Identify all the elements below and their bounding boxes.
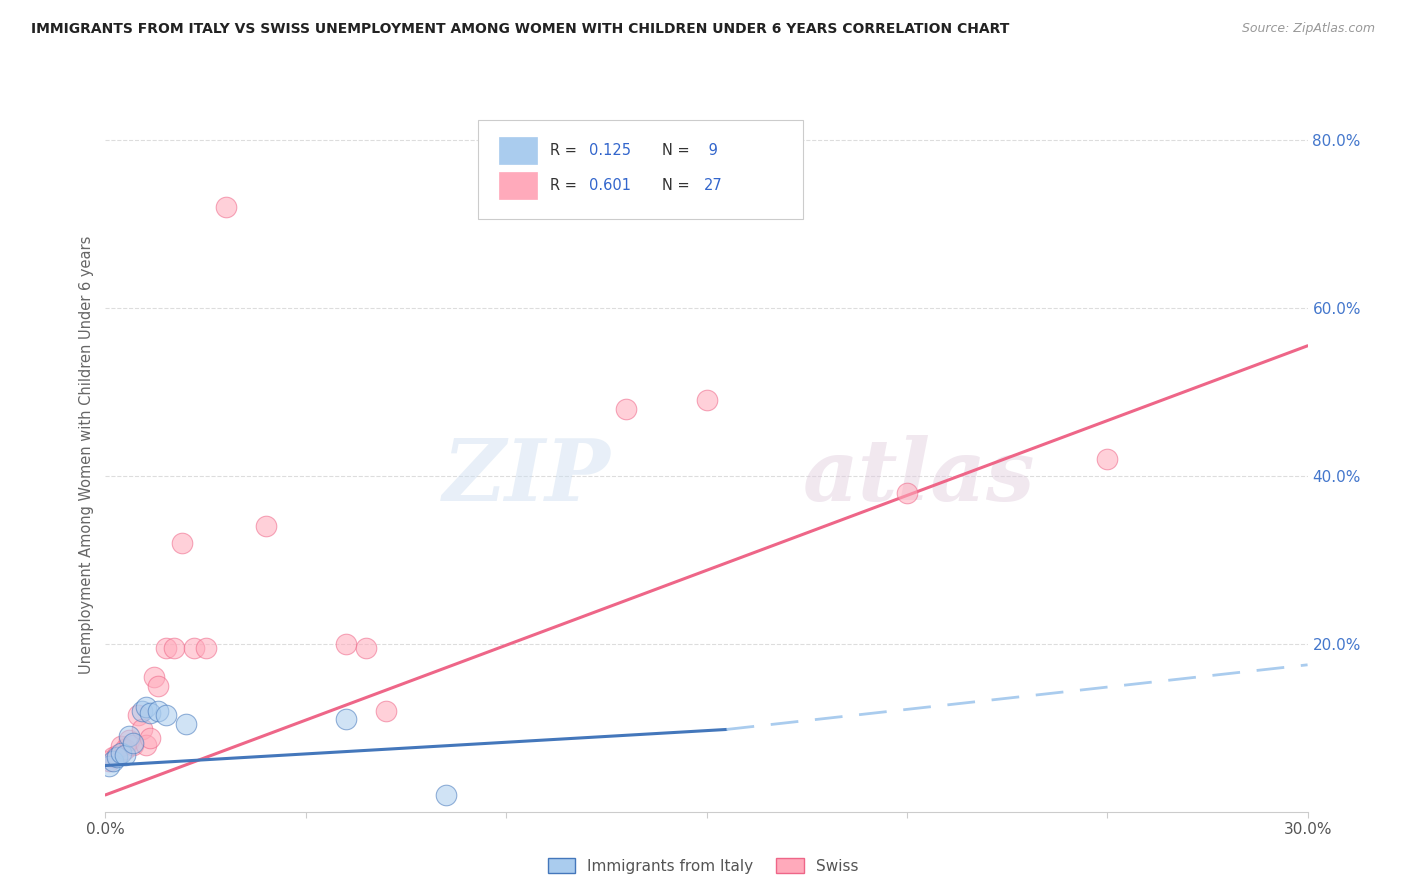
- Point: [183, 640, 205, 655]
- Text: 27: 27: [704, 178, 723, 194]
- Point: [127, 708, 149, 723]
- Point: [110, 746, 132, 760]
- Point: [118, 729, 141, 743]
- Text: Source: ZipAtlas.com: Source: ZipAtlas.com: [1241, 22, 1375, 36]
- Point: [1097, 452, 1119, 467]
- Point: [122, 738, 145, 752]
- Point: [214, 200, 236, 214]
- Point: [114, 747, 136, 762]
- Point: [696, 393, 718, 408]
- Point: [138, 731, 160, 745]
- Bar: [499, 172, 537, 200]
- Point: [135, 738, 157, 752]
- Point: [138, 706, 160, 720]
- Point: [146, 704, 169, 718]
- Point: [174, 716, 197, 731]
- Point: [434, 788, 457, 802]
- Point: [131, 704, 153, 718]
- Point: [98, 755, 121, 769]
- Point: [194, 640, 217, 655]
- Point: [110, 739, 132, 754]
- Point: [118, 733, 141, 747]
- Text: 0.601: 0.601: [589, 178, 631, 194]
- Point: [254, 519, 277, 533]
- Point: [103, 750, 125, 764]
- Text: R =: R =: [550, 178, 582, 194]
- Point: [896, 485, 918, 500]
- Legend: Immigrants from Italy, Swiss: Immigrants from Italy, Swiss: [541, 852, 865, 880]
- Point: [335, 712, 357, 726]
- Text: R =: R =: [550, 143, 582, 158]
- Point: [135, 699, 157, 714]
- Point: [146, 679, 169, 693]
- Point: [107, 747, 129, 762]
- Text: IMMIGRANTS FROM ITALY VS SWISS UNEMPLOYMENT AMONG WOMEN WITH CHILDREN UNDER 6 YE: IMMIGRANTS FROM ITALY VS SWISS UNEMPLOYM…: [31, 22, 1010, 37]
- Point: [170, 536, 193, 550]
- Text: 9: 9: [704, 143, 718, 158]
- Point: [114, 741, 136, 756]
- Text: N =: N =: [662, 178, 695, 194]
- Point: [103, 755, 125, 769]
- Point: [162, 640, 184, 655]
- Point: [155, 640, 177, 655]
- Point: [122, 736, 145, 750]
- Text: ZIP: ZIP: [443, 434, 610, 518]
- FancyBboxPatch shape: [478, 120, 803, 219]
- Point: [142, 670, 165, 684]
- Point: [354, 640, 377, 655]
- Text: N =: N =: [662, 143, 695, 158]
- Point: [155, 708, 177, 723]
- Text: atlas: atlas: [803, 434, 1035, 518]
- Point: [335, 637, 357, 651]
- Point: [131, 723, 153, 737]
- Y-axis label: Unemployment Among Women with Children Under 6 years: Unemployment Among Women with Children U…: [79, 235, 94, 674]
- Point: [107, 750, 129, 764]
- Point: [374, 704, 398, 718]
- Bar: [499, 136, 537, 164]
- Text: 0.125: 0.125: [589, 143, 631, 158]
- Point: [98, 758, 121, 772]
- Point: [616, 401, 638, 416]
